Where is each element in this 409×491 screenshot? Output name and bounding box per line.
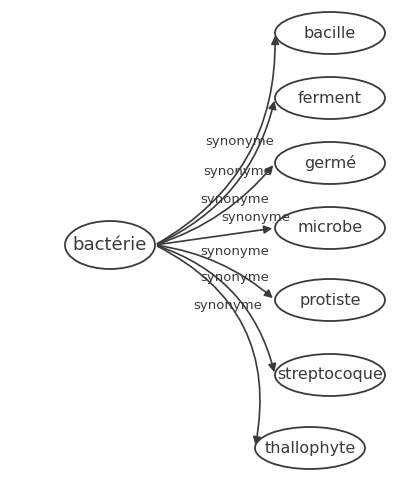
Text: thallophyte: thallophyte bbox=[264, 440, 355, 456]
Text: synonyme: synonyme bbox=[200, 272, 270, 284]
Text: synonyme: synonyme bbox=[203, 165, 272, 178]
Text: bactérie: bactérie bbox=[73, 236, 147, 254]
Ellipse shape bbox=[275, 279, 385, 321]
Ellipse shape bbox=[275, 207, 385, 249]
Text: germé: germé bbox=[304, 155, 356, 171]
Text: synonyme: synonyme bbox=[200, 193, 270, 206]
Ellipse shape bbox=[65, 221, 155, 269]
FancyArrowPatch shape bbox=[157, 246, 261, 443]
Text: microbe: microbe bbox=[297, 220, 362, 236]
Ellipse shape bbox=[275, 77, 385, 119]
Ellipse shape bbox=[275, 142, 385, 184]
Text: streptocoque: streptocoque bbox=[277, 367, 383, 382]
FancyArrowPatch shape bbox=[157, 103, 276, 244]
Text: bacille: bacille bbox=[304, 26, 356, 40]
Text: synonyme: synonyme bbox=[200, 245, 270, 258]
Text: synonyme: synonyme bbox=[193, 299, 262, 312]
Ellipse shape bbox=[255, 427, 365, 469]
FancyArrowPatch shape bbox=[158, 226, 270, 245]
Text: protiste: protiste bbox=[299, 293, 361, 307]
FancyArrowPatch shape bbox=[157, 246, 276, 371]
FancyArrowPatch shape bbox=[158, 246, 272, 297]
FancyArrowPatch shape bbox=[157, 38, 279, 244]
Text: synonyme: synonyme bbox=[205, 135, 274, 148]
Text: ferment: ferment bbox=[298, 90, 362, 106]
Ellipse shape bbox=[275, 354, 385, 396]
FancyArrowPatch shape bbox=[157, 166, 272, 244]
Ellipse shape bbox=[275, 12, 385, 54]
Text: synonyme: synonyme bbox=[221, 211, 290, 223]
